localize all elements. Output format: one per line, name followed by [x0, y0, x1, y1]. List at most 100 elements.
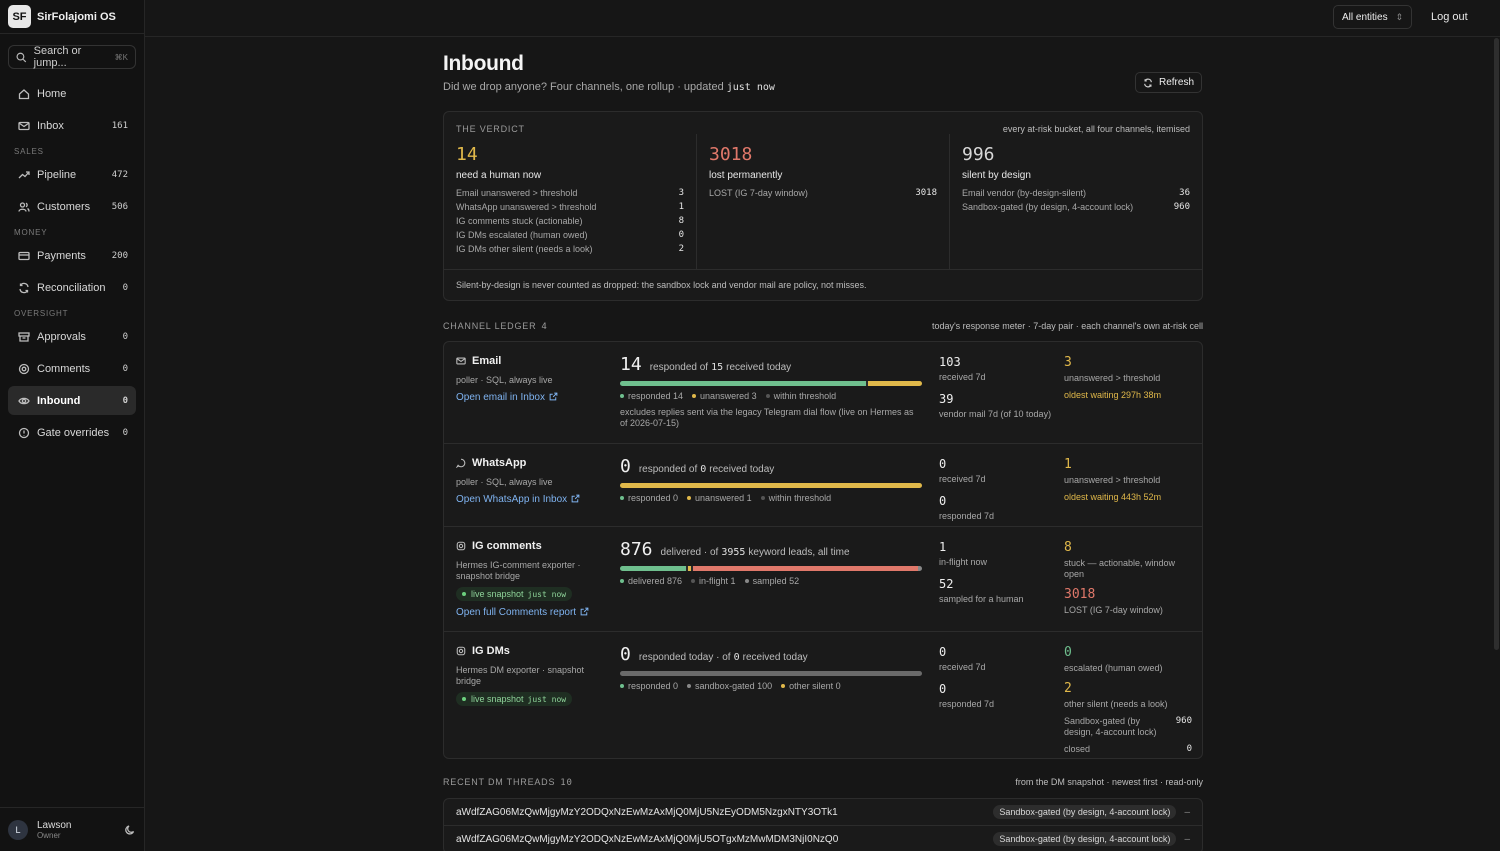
- row-label: Sandbox-gated (by design, 4-account lock…: [962, 202, 1134, 212]
- risk-value: 3: [1064, 355, 1072, 370]
- meter-legend: responded 0 unanswered 1 within threshol…: [620, 493, 922, 503]
- user-menu[interactable]: L Lawson Owner: [0, 807, 144, 851]
- scrollbar[interactable]: [1494, 38, 1499, 650]
- response-meter: 0 responded today · of 0 received today res…: [620, 644, 922, 691]
- nav-item-reconciliation[interactable]: Reconciliation 0: [8, 273, 136, 302]
- bar-lost: [693, 566, 919, 571]
- closed-row: closed 0: [1064, 744, 1192, 755]
- channel-label: Email: [472, 355, 502, 367]
- channel-name: IG DMs: [456, 645, 510, 657]
- stat-value: 103: [939, 355, 961, 369]
- nav-item-pipeline[interactable]: Pipeline 472: [8, 160, 136, 189]
- meter-value: 14: [620, 354, 642, 375]
- alert-icon: [18, 427, 30, 438]
- channel-source: poller · SQL, always live: [456, 375, 553, 385]
- nav-item-home[interactable]: Home: [8, 79, 136, 108]
- status-badge: Sandbox-gated (by design, 4-account lock…: [993, 832, 1177, 846]
- risk-label: escalated (human owed): [1064, 663, 1163, 673]
- stat-label: received 7d: [939, 662, 986, 672]
- target-icon: [18, 363, 30, 374]
- threads-label: RECENT DM THREADS: [443, 777, 556, 787]
- entity-select[interactable]: All entities ⇕: [1333, 5, 1412, 29]
- refresh-button[interactable]: Refresh: [1135, 72, 1202, 93]
- meter-legend: responded 14 unanswered 3 within thresho…: [620, 391, 922, 401]
- thread-extra: –: [1184, 833, 1190, 845]
- open-whatsapp-link[interactable]: Open WhatsApp in Inbox: [456, 494, 580, 505]
- nav-section-money: MONEY: [14, 228, 48, 237]
- brand[interactable]: SF SirFolajomi OS: [0, 0, 144, 34]
- meter-of: 0: [700, 464, 707, 475]
- nav-label: Customers: [37, 200, 91, 213]
- thread-extra: –: [1184, 806, 1190, 818]
- nav-count: 506: [111, 201, 128, 212]
- verdict-human: 14 need a human now Email unanswered > t…: [444, 134, 697, 270]
- snapshot-label: live snapshot: [471, 589, 524, 599]
- legend-item: delivered 876: [620, 576, 682, 586]
- legend-item: in-flight 1: [691, 576, 736, 586]
- legend-item: responded 14: [620, 391, 683, 401]
- verdict-footer: Silent-by-design is never counted as dro…: [444, 269, 1202, 300]
- meter-of: 15: [711, 362, 724, 373]
- verdict-row: LOST (IG 7-day window) 3018: [709, 186, 937, 200]
- mail-icon: [456, 357, 466, 365]
- moon-icon[interactable]: [124, 824, 136, 836]
- external-link-icon: [549, 392, 558, 401]
- lost-total: 3018: [709, 144, 753, 165]
- open-email-link[interactable]: Open email in Inbox: [456, 392, 558, 403]
- table-row[interactable]: aWdfZAG06MzQwMjgyMzY2ODQxNzEwMzAxMjQ0MjU…: [444, 826, 1202, 851]
- meter-of: 0: [733, 652, 740, 663]
- refresh-icon: [19, 282, 29, 293]
- nav-item-gate-overrides[interactable]: Gate overrides 0: [8, 418, 136, 447]
- risk-label: unanswered > threshold: [1064, 475, 1161, 485]
- nav-label: Payments: [37, 249, 86, 262]
- brand-name: SirFolajomi OS: [37, 10, 116, 23]
- stat-value: 0: [939, 682, 947, 696]
- response-meter: 876 delivered · of 3955 keyword leads, all …: [620, 539, 922, 586]
- stat-value: 0: [939, 457, 947, 471]
- legend-item: responded 0: [620, 493, 678, 503]
- channel-label: IG DMs: [472, 645, 510, 657]
- nav-item-approvals[interactable]: Approvals 0: [8, 322, 136, 351]
- logout-button[interactable]: Log out: [1431, 11, 1468, 23]
- snapshot-time: just now: [527, 589, 567, 599]
- refresh-icon: [1144, 78, 1152, 87]
- status-badge: Sandbox-gated (by design, 4-account lock…: [993, 805, 1177, 819]
- human-caption: need a human now: [456, 170, 542, 181]
- nav-label: Approvals: [37, 330, 86, 343]
- updated-time: just now: [726, 82, 775, 93]
- ledger-row-whatsapp: WhatsApp poller · SQL, always live Open …: [444, 444, 1202, 527]
- brand-logo: SF: [8, 5, 31, 28]
- meter-text: responded of: [649, 362, 709, 373]
- nav-count: 0: [122, 282, 128, 293]
- user-name: Lawson: [37, 819, 72, 831]
- risk-label: unanswered > threshold: [1064, 373, 1161, 383]
- topbar: All entities ⇕ Log out: [145, 0, 1500, 37]
- table-row[interactable]: aWdfZAG06MzQwMjgyMzY2ODQxNzEwMzAxMjQ0MjU…: [444, 799, 1202, 826]
- nav-item-inbound[interactable]: Inbound 0: [8, 386, 136, 415]
- verdict-label: THE VERDICT: [456, 124, 525, 134]
- link-label: Open full Comments report: [456, 607, 577, 618]
- open-comments-report-link[interactable]: Open full Comments report: [456, 607, 589, 618]
- search-input[interactable]: Search or jump... ⌘K: [8, 45, 136, 69]
- at-risk-cell: 3 unanswered > threshold oldest waiting …: [1064, 355, 1192, 400]
- row-value: 0: [678, 230, 684, 240]
- meter-of: 3955: [721, 547, 746, 558]
- avatar: L: [8, 819, 28, 840]
- nav-item-customers[interactable]: Customers 506: [8, 192, 136, 221]
- archive-icon: [18, 331, 30, 342]
- row-label: closed: [1064, 744, 1091, 754]
- channel-label: IG comments: [472, 540, 542, 552]
- stat-value: 52: [939, 577, 954, 591]
- nav-item-inbox[interactable]: Inbox 161: [8, 111, 136, 140]
- nav-item-comments[interactable]: Comments 0: [8, 354, 136, 383]
- bar-in-flight: [688, 566, 692, 571]
- home-icon: [18, 88, 30, 99]
- stat-value: 39: [939, 392, 954, 406]
- row-label: Email vendor (by-design-silent): [962, 188, 1087, 198]
- nav-count: 0: [122, 395, 128, 406]
- search-icon: [16, 52, 27, 62]
- nav-item-payments[interactable]: Payments 200: [8, 241, 136, 270]
- legend-item: responded 0: [620, 681, 678, 691]
- nav-count: 0: [122, 427, 128, 438]
- channel-label: WhatsApp: [472, 457, 527, 469]
